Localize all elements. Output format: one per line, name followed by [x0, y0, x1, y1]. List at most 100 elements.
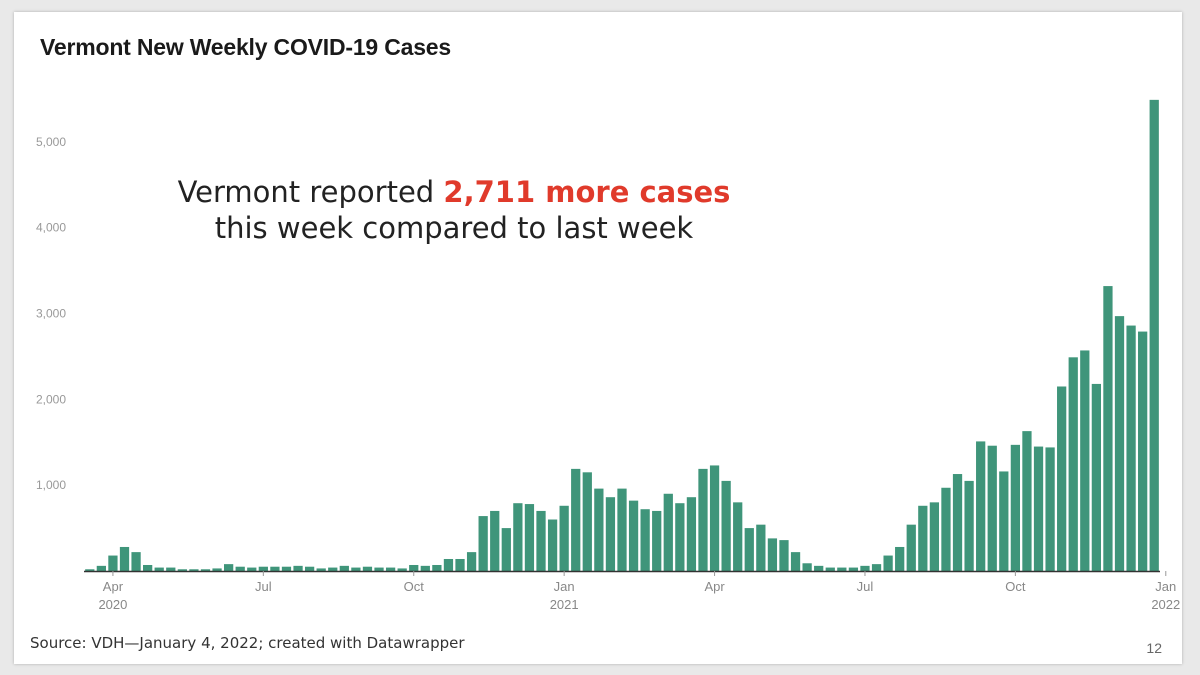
- source-note: Source: VDH—January 4, 2022; created wit…: [30, 634, 465, 652]
- bar: [200, 569, 211, 571]
- bar: [698, 468, 708, 571]
- bar: [374, 567, 384, 571]
- bar: [501, 528, 511, 571]
- bar: [304, 566, 315, 571]
- bar: [1010, 444, 1021, 571]
- y-tick-label: 5,000: [36, 135, 66, 149]
- bar: [767, 538, 778, 571]
- bar: [409, 564, 419, 571]
- bar: [212, 568, 222, 571]
- bar: [952, 474, 963, 571]
- bar: [490, 510, 500, 571]
- bar: [524, 504, 535, 571]
- bar: [999, 471, 1009, 571]
- y-tick-label: 1,000: [36, 478, 66, 492]
- bar: [1033, 446, 1044, 571]
- bar: [628, 500, 639, 571]
- bar: [825, 567, 835, 571]
- chart-title: Vermont New Weekly COVID-19 Cases: [40, 34, 451, 60]
- bar: [779, 540, 789, 571]
- bar: [547, 519, 558, 571]
- bar: [1091, 383, 1101, 571]
- bar: [1126, 325, 1136, 571]
- bar: [640, 509, 650, 571]
- annotation-highlight: 2,711 more cases: [443, 175, 731, 209]
- bar: [1149, 99, 1159, 572]
- bar: [328, 567, 338, 571]
- bar: [837, 567, 847, 571]
- page-number: 12: [1146, 640, 1162, 656]
- x-tick-label: Jul: [857, 579, 874, 594]
- bar: [466, 552, 477, 571]
- bar: [848, 567, 859, 571]
- bar: [1080, 350, 1090, 571]
- x-tick-label: Jan: [554, 579, 575, 594]
- bar: [154, 567, 164, 571]
- bar: [814, 565, 824, 571]
- bar: [281, 566, 292, 571]
- annotation-prefix: Vermont reported: [177, 175, 444, 209]
- bar: [1138, 331, 1148, 571]
- bar: [536, 510, 546, 571]
- bar: [1114, 316, 1125, 571]
- bar: [976, 441, 986, 571]
- bar: [790, 552, 801, 571]
- bar: [906, 524, 916, 571]
- bar: [189, 569, 199, 571]
- bar: [455, 558, 465, 571]
- bar: [756, 524, 766, 571]
- bar: [362, 566, 373, 571]
- y-tick-label: 3,000: [36, 307, 66, 321]
- bar: [1103, 286, 1113, 571]
- bar: [513, 503, 523, 571]
- bar: [883, 555, 893, 571]
- slide: Vermont New Weekly COVID-19 Cases 1,000 2…: [14, 12, 1182, 664]
- bar: [941, 487, 951, 571]
- bar: [733, 502, 743, 571]
- bar: [397, 568, 407, 571]
- bar: [929, 502, 940, 571]
- bar: [721, 480, 731, 571]
- bar: [339, 565, 349, 571]
- bar: [270, 566, 280, 571]
- bar: [443, 558, 454, 571]
- bar: [143, 564, 153, 571]
- bar: [96, 565, 106, 571]
- bar: [617, 488, 627, 571]
- bar: [571, 468, 581, 571]
- bar: [871, 564, 882, 571]
- x-tick-label: Oct: [404, 579, 425, 594]
- x-tick-label: Oct: [1005, 579, 1026, 594]
- bar: [131, 552, 141, 571]
- bar: [605, 497, 616, 571]
- x-tick-label: Apr: [704, 579, 725, 594]
- bar: [663, 493, 673, 571]
- bar: [224, 564, 234, 571]
- bar: [1045, 447, 1055, 571]
- x-tick-label: Jan: [1155, 579, 1176, 594]
- bar: [582, 472, 592, 571]
- bar: [351, 567, 361, 571]
- bar: [652, 510, 662, 571]
- bar: [316, 568, 326, 571]
- bar: [918, 505, 928, 571]
- x-tick-label: Jul: [255, 579, 272, 594]
- bar: [293, 565, 303, 571]
- x-tick-year-label: 2022: [1151, 597, 1180, 612]
- x-tick-label: Apr: [103, 579, 124, 594]
- bar: [420, 565, 430, 571]
- bar: [108, 555, 118, 571]
- bar: [478, 516, 488, 571]
- bar: [166, 567, 176, 571]
- x-tick-year-label: 2020: [98, 597, 127, 612]
- bar: [432, 564, 442, 571]
- bar: [744, 528, 754, 571]
- bar: [385, 567, 396, 571]
- bar: [1057, 386, 1067, 571]
- bar: [1022, 431, 1032, 571]
- bar: [686, 497, 697, 571]
- bar: [559, 505, 569, 571]
- annotation-line2: this week compared to last week: [214, 211, 694, 245]
- bar: [895, 546, 905, 571]
- y-tick-label: 4,000: [36, 221, 66, 235]
